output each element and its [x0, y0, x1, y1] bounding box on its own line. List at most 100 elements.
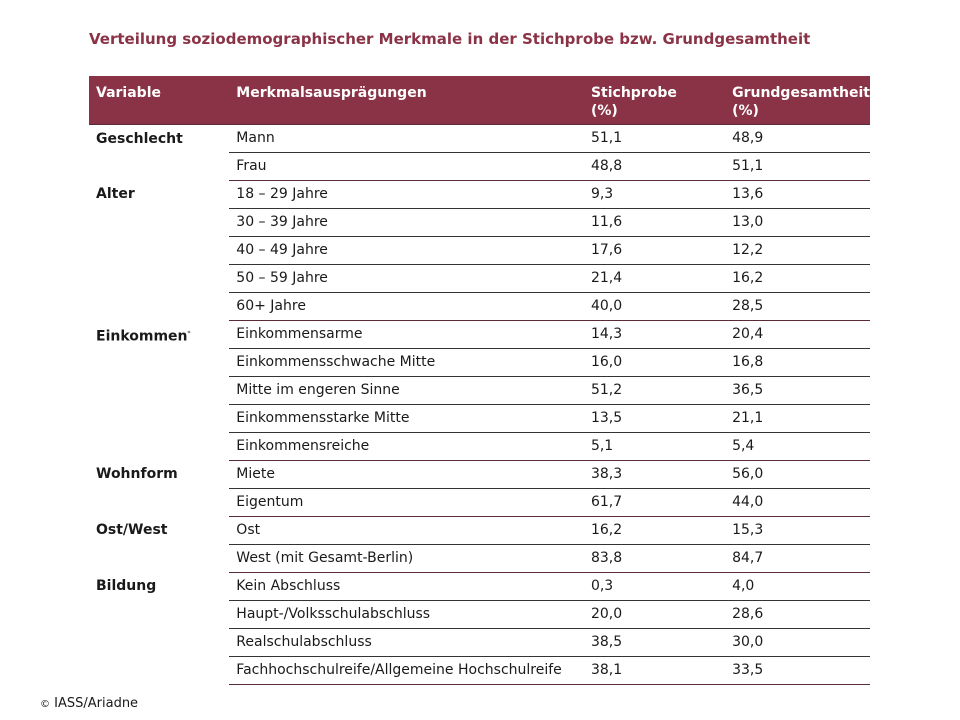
variable-label: Alter [96, 186, 135, 202]
table-row: Wohnform Miete 38,3 56,0 [89, 460, 870, 489]
stichprobe-cell: 21,4 [583, 264, 726, 293]
stichprobe-cell: 51,1 [583, 123, 726, 153]
merkmal-cell: Frau [229, 152, 584, 181]
merkmal-cell: Kein Abschluss [229, 572, 584, 601]
stichprobe-cell: 61,7 [583, 488, 726, 517]
variable-label: Ost/West [96, 522, 168, 538]
merkmal-cell: 30 – 39 Jahre [229, 208, 584, 237]
merkmal-cell: Fachhochschulreife/Allgemeine Hochschulr… [229, 656, 584, 685]
stichprobe-cell: 16,2 [583, 516, 726, 545]
table-row: Einkommensreiche 5,1 5,4 [89, 432, 870, 461]
grundgesamtheit-cell: 51,1 [725, 152, 870, 181]
merkmal-cell: 18 – 29 Jahre [229, 180, 584, 209]
stichprobe-cell: 38,3 [583, 460, 726, 489]
stichprobe-cell: 40,0 [583, 292, 726, 321]
stichprobe-cell: 38,1 [583, 656, 726, 685]
table-row: Eigentum 61,7 44,0 [89, 488, 870, 517]
grundgesamtheit-cell: 21,1 [725, 404, 870, 433]
variable-label: Bildung [96, 578, 157, 594]
stichprobe-cell: 20,0 [583, 600, 726, 629]
table-row: Realschulabschluss 38,5 30,0 [89, 628, 870, 657]
merkmal-cell: Mann [229, 123, 584, 153]
grundgesamtheit-cell: 20,4 [725, 320, 870, 349]
table-row: 40 – 49 Jahre 17,6 12,2 [89, 236, 870, 265]
table-title: Verteilung soziodemographischer Merkmale… [89, 30, 811, 48]
table-row: Frau 48,8 51,1 [89, 152, 870, 181]
grundgesamtheit-cell: 12,2 [725, 236, 870, 265]
header-stichprobe: Stichprobe (%) [590, 85, 677, 119]
table-row: Einkommen* Einkommensarme 14,3 20,4 [89, 320, 870, 349]
merkmal-cell: 50 – 59 Jahre [229, 264, 584, 293]
stichprobe-cell: 5,1 [583, 432, 726, 461]
stichprobe-cell: 14,3 [583, 320, 726, 349]
grundgesamtheit-cell: 16,2 [725, 264, 870, 293]
data-table: Variable Merkmalsausprägungen Stichprobe… [89, 76, 870, 685]
table-row: Einkommensstarke Mitte 13,5 21,1 [89, 404, 870, 433]
merkmal-cell: Einkommensschwache Mitte [229, 348, 584, 377]
grundgesamtheit-cell: 4,0 [725, 572, 870, 601]
table-row: Haupt-/Volksschulabschluss 20,0 28,6 [89, 600, 870, 629]
stichprobe-cell: 9,3 [583, 180, 726, 209]
header-row: Variable Merkmalsausprägungen Stichprobe… [89, 76, 870, 124]
table-header: Variable Merkmalsausprägungen Stichprobe… [89, 76, 870, 124]
stichprobe-cell: 38,5 [583, 628, 726, 657]
stichprobe-cell: 83,8 [583, 544, 726, 573]
merkmal-cell: 40 – 49 Jahre [229, 236, 584, 265]
grundgesamtheit-cell: 33,5 [725, 656, 870, 685]
grundgesamtheit-cell: 15,3 [725, 516, 870, 545]
table-row: Einkommensschwache Mitte 16,0 16,8 [89, 348, 870, 377]
variable-label: Wohnform [96, 466, 178, 482]
header-merkmal: Merkmalsausprägungen [236, 85, 427, 101]
grundgesamtheit-cell: 48,9 [725, 123, 870, 153]
variable-cell: Ost/West [89, 516, 229, 572]
table-row: Mitte im engeren Sinne 51,2 36,5 [89, 376, 870, 405]
table-row: Bildung Kein Abschluss 0,3 4,0 [89, 572, 870, 601]
grundgesamtheit-cell: 13,6 [725, 180, 870, 209]
stichprobe-cell: 11,6 [583, 208, 726, 237]
stichprobe-cell: 17,6 [583, 236, 726, 265]
merkmal-cell: West (mit Gesamt-Berlin) [229, 544, 584, 573]
merkmal-cell: Ost [229, 516, 584, 545]
merkmal-cell: Haupt-/Volksschulabschluss [229, 600, 584, 629]
header-variable: Variable [96, 85, 161, 101]
table-row: 30 – 39 Jahre 11,6 13,0 [89, 208, 870, 237]
variable-cell: Wohnform [89, 460, 229, 516]
source-label: IASS/Ariadne [54, 696, 139, 711]
table-row: Alter 18 – 29 Jahre 9,3 13,6 [89, 180, 870, 209]
merkmal-cell: Eigentum [229, 488, 584, 517]
grundgesamtheit-cell: 30,0 [725, 628, 870, 657]
variable-cell: Geschlecht [89, 123, 230, 180]
grundgesamtheit-cell: 44,0 [725, 488, 870, 517]
stichprobe-cell: 13,5 [583, 404, 726, 433]
table-row: 50 – 59 Jahre 21,4 16,2 [89, 264, 870, 293]
merkmal-cell: Einkommensstarke Mitte [229, 404, 584, 433]
grundgesamtheit-cell: 56,0 [725, 460, 870, 489]
table-row: 60+ Jahre 40,0 28,5 [89, 292, 870, 321]
variable-cell: Bildung [89, 572, 229, 684]
header-grundgesamtheit: Grundgesamtheit (%) [732, 85, 870, 119]
table-row: West (mit Gesamt-Berlin) 83,8 84,7 [89, 544, 870, 573]
source-footer: © IASS/Ariadne [40, 696, 138, 711]
variable-label: Geschlecht [96, 130, 183, 147]
grundgesamtheit-cell: 16,8 [725, 348, 870, 377]
merkmal-cell: Miete [229, 460, 584, 489]
copyright-symbol: © [40, 699, 50, 710]
grundgesamtheit-cell: 13,0 [725, 208, 870, 237]
variable-cell: Alter [89, 180, 229, 320]
grundgesamtheit-cell: 36,5 [725, 376, 870, 405]
merkmal-cell: Einkommensreiche [229, 432, 584, 461]
merkmal-cell: Einkommensarme [229, 320, 584, 349]
table-body: Geschlecht Mann 51,1 48,9 Frau 48,8 51,1 Alter 1… [89, 123, 870, 685]
merkmal-cell: Mitte im engeren Sinne [229, 376, 584, 405]
stichprobe-cell: 48,8 [583, 152, 726, 181]
table-row: Geschlecht Mann 51,1 48,9 [89, 123, 870, 180]
footnote-mark: * [187, 330, 191, 337]
variable-label: Einkommen [96, 328, 188, 345]
table-row: Ost/West Ost 16,2 15,3 [89, 516, 870, 545]
grundgesamtheit-cell: 28,6 [725, 600, 870, 629]
variable-cell: Einkommen* [89, 320, 229, 460]
stichprobe-cell: 51,2 [583, 376, 726, 405]
grundgesamtheit-cell: 84,7 [725, 544, 870, 573]
grundgesamtheit-cell: 5,4 [725, 432, 870, 461]
stichprobe-cell: 0,3 [583, 572, 726, 601]
